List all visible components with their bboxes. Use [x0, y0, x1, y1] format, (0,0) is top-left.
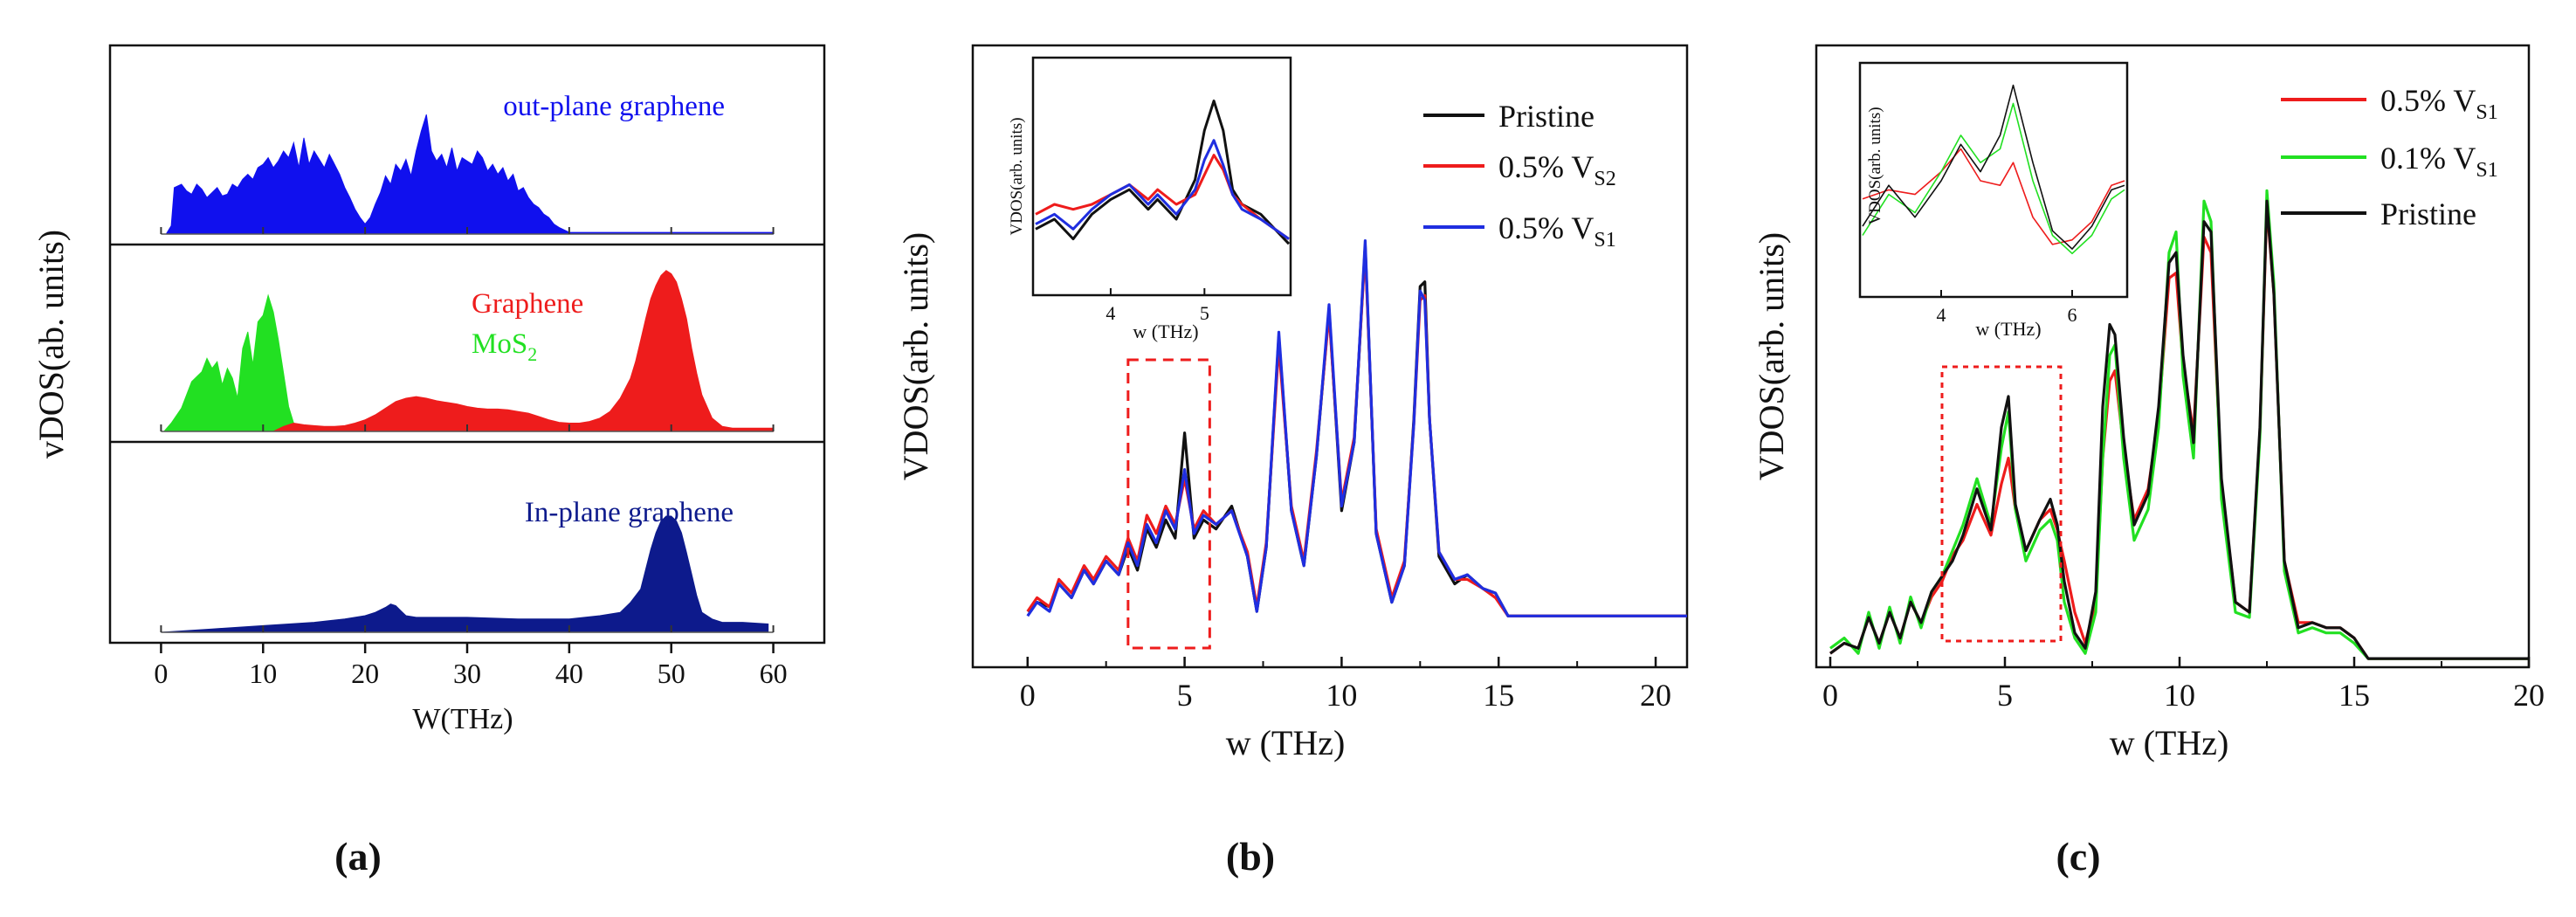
area-total-0 [162, 293, 306, 432]
xtick-label: 20 [1640, 678, 1671, 713]
a-xtick-label: 60 [760, 658, 788, 689]
xtick-label: 5 [1997, 678, 2013, 713]
panel-b-inset-series [1035, 100, 1291, 245]
panel-b-frame [971, 44, 1689, 669]
panel-b-series [1026, 239, 1687, 617]
series-line-0 [1026, 244, 1687, 617]
label-mos2-sub: 2 [527, 343, 537, 365]
series-line-2 [1829, 199, 2529, 660]
panel-a-frame [108, 44, 826, 645]
a-xtick-label: 20 [351, 658, 379, 689]
legend-c-label-1-main: 0.5% V [2380, 83, 2476, 118]
panel-c-label: (c) [2056, 834, 2100, 879]
label-mos2: MoS2 [472, 328, 537, 365]
xtick-label: 20 [2513, 678, 2545, 713]
panel-c-xlabel: w (THz) [2110, 723, 2229, 762]
label-mos2-main: MoS [472, 328, 527, 360]
legend-c-label-2: 0.1% VS1 [2380, 141, 2498, 182]
series-line-0 [1829, 204, 2529, 660]
xtick-label: 15 [1483, 678, 1514, 713]
label-graphene: Graphene [472, 288, 583, 320]
series-line-1 [1026, 248, 1687, 617]
panel-b-ylabel: VDOS(arb. units) [896, 232, 935, 480]
panel-b-label: (b) [1226, 834, 1275, 879]
a-xtick-label: 30 [453, 658, 481, 689]
xtick-label: 10 [1326, 678, 1357, 713]
a-xtick-label: 10 [249, 658, 277, 689]
panel-a: 0 10 20 30 40 50 60 out-plane graphene Graphen… [31, 44, 826, 879]
legend-b-label-1-main: Pristine [1498, 99, 1595, 134]
legend-c-label-3: Pristine [2380, 196, 2476, 231]
label-in-plane-graphene: In-plane graphene [525, 497, 734, 528]
xtick-label: 0 [1822, 678, 1838, 713]
xtick-label: 15 [2338, 678, 2370, 713]
legend-c-label-1: 0.5% VS1 [2380, 83, 2498, 124]
inset-xtick-label: 4 [1105, 302, 1115, 324]
legend-b-label-2: 0.5% VS2 [1498, 149, 1616, 190]
xtick-label: 0 [1020, 678, 1036, 713]
panel-c-inset-xlabel: w (THz) [1975, 318, 2041, 340]
panel-c-legend: 0.5% VS1 0.1% VS1 Pristine [2281, 83, 2498, 231]
panel-b-highlight-box [1126, 358, 1211, 650]
area-out-of-plane-0 [165, 114, 775, 235]
legend-b-label-3-main: 0.5% V [1498, 210, 1594, 245]
a-xtick-label: 50 [658, 658, 685, 689]
inset-line-2 [1862, 84, 2125, 250]
inset-xtick-label: 5 [1200, 302, 1209, 324]
panel-b-ticks: 0 5 10 15 20 [1020, 657, 1671, 713]
panel-b-inset-ylabel: VDOS(arb. units) [1008, 117, 1026, 235]
area-total-1 [272, 270, 775, 432]
panel-b-xlabel: w (THz) [1226, 723, 1346, 762]
panel-a-ylabel: vDOS(ab. units) [31, 230, 71, 458]
panel-a-label: (a) [334, 834, 382, 879]
legend-c-label-3-main: Pristine [2380, 196, 2476, 231]
label-out-plane-graphene: out-plane graphene [503, 91, 725, 122]
xtick-label: 10 [2164, 678, 2195, 713]
panel-c-inset-frame [1858, 61, 2129, 299]
panel-c-ticks: 0 5 10 15 20 [1822, 657, 2545, 713]
a-xtick-label: 40 [555, 658, 583, 689]
panel-c-highlight-box [1940, 365, 2063, 643]
legend-b-label-1: Pristine [1498, 99, 1595, 134]
inset-line-0 [1862, 148, 2125, 245]
legend-c-label-2-main: 0.1% V [2380, 141, 2476, 176]
panel-c-inset-ylabel: VDOS(arb. units) [1866, 107, 1884, 224]
panel-c-series [1829, 189, 2529, 660]
inset-xtick-label: 6 [2068, 304, 2077, 326]
panel-b-inset-frame [1031, 56, 1292, 297]
inset-line-1 [1862, 102, 2125, 255]
legend-b-label-2-sub: S2 [1594, 168, 1615, 190]
panel-b-inset-xlabel: w (THz) [1133, 321, 1198, 342]
legend-b-label-2-main: 0.5% V [1498, 149, 1594, 184]
inset-line-2 [1035, 139, 1290, 240]
legend-b-label-3: 0.5% VS1 [1498, 210, 1616, 252]
inset-xtick-label: 4 [1937, 304, 1946, 326]
series-line-2 [1026, 239, 1687, 617]
a-xtick-label: 0 [154, 658, 168, 689]
panel-a-ticks: 0 10 20 30 40 50 60 [154, 643, 788, 689]
panel-c-frame [1815, 44, 2531, 669]
legend-b-label-3-sub: S1 [1594, 229, 1615, 252]
legend-c-label-1-sub: S1 [2476, 101, 2497, 124]
area-in-plane-0 [161, 515, 769, 633]
panel-a-xlabel: W(THz) [412, 703, 513, 735]
panel-c-ylabel: VDOS(arb. units) [1752, 232, 1791, 480]
legend-c-label-2-sub: S1 [2476, 159, 2497, 182]
panel-c-inset-series [1862, 84, 2125, 255]
inset-line-0 [1035, 100, 1291, 245]
panel-a-areas [160, 114, 775, 633]
panel-b-legend: Pristine 0.5% VS2 0.5% VS1 [1423, 99, 1616, 252]
xtick-label: 5 [1177, 678, 1193, 713]
